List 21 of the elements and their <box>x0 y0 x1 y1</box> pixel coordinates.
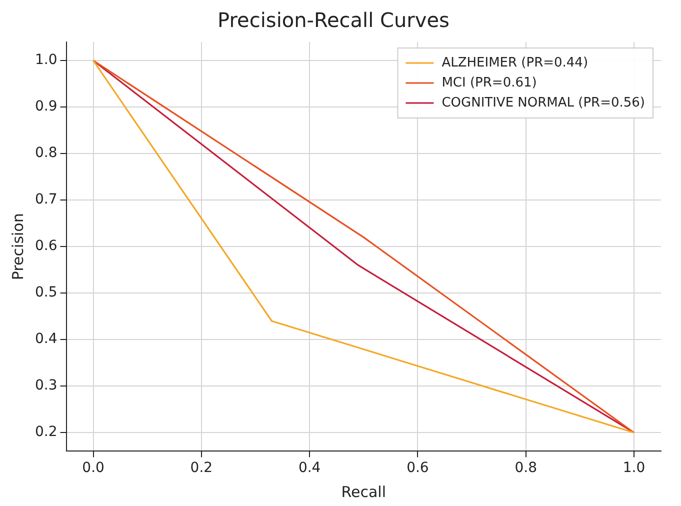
y-tick-label: 0.3 <box>35 378 58 394</box>
y-tick-label: 1.0 <box>35 52 58 68</box>
x-tick-label: 0.6 <box>406 460 429 476</box>
y-tick-label: 0.2 <box>35 424 58 440</box>
legend-label: COGNITIVE NORMAL (PR=0.56) <box>442 95 646 110</box>
y-axis-title: Precision <box>8 213 27 280</box>
y-tick-label: 0.6 <box>35 238 58 254</box>
x-tick-label: 0.2 <box>190 460 213 476</box>
x-tick-label: 0.0 <box>82 460 104 476</box>
chart-title: Precision-Recall Curves <box>218 8 450 32</box>
x-tick-label: 1.0 <box>622 460 646 476</box>
y-tick-label: 0.5 <box>35 284 58 301</box>
x-tick-label: 0.4 <box>298 460 321 476</box>
x-tick-label: 0.8 <box>514 460 537 476</box>
y-tick-label: 0.9 <box>35 98 58 115</box>
x-axis-title: Recall <box>341 482 386 501</box>
y-tick-label: 0.8 <box>35 145 58 162</box>
legend-label: ALZHEIMER (PR=0.44) <box>442 55 588 70</box>
y-tick-label: 0.7 <box>35 192 58 208</box>
y-tick-label: 0.4 <box>35 331 58 348</box>
legend-label: MCI (PR=0.61) <box>442 75 537 90</box>
